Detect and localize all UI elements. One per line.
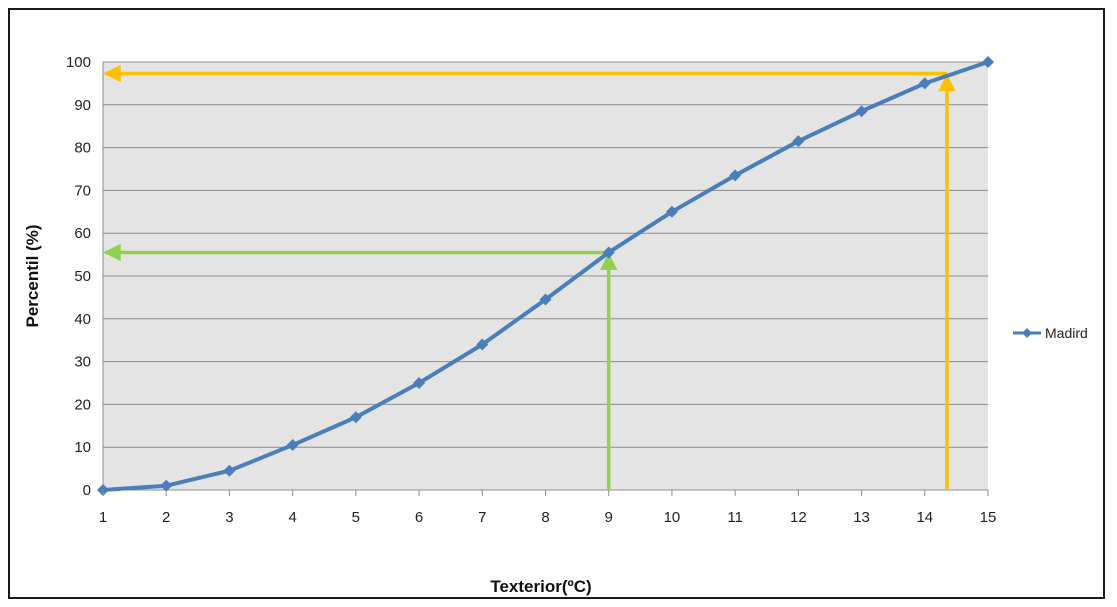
- x-tick-2: 2: [162, 509, 170, 526]
- x-tick-6: 6: [415, 509, 423, 526]
- data-point-11: [729, 169, 742, 182]
- y-tick-30: 30: [74, 354, 91, 371]
- legend-label: Madird: [1045, 325, 1088, 341]
- data-point-2: [160, 479, 173, 492]
- x-tick-15: 15: [980, 509, 997, 526]
- x-tick-4: 4: [288, 509, 296, 526]
- data-point-12: [792, 135, 805, 148]
- y-tick-90: 90: [74, 97, 91, 114]
- x-tick-5: 5: [352, 509, 360, 526]
- y-tick-labels: 0 10 20 30 40 50 60 70 80 90 100: [66, 54, 91, 499]
- data-point-15: [982, 56, 994, 68]
- data-point-14: [918, 77, 931, 90]
- y-tick-10: 10: [74, 439, 91, 456]
- data-point-10: [665, 205, 678, 218]
- x-tick-9: 9: [605, 509, 613, 526]
- legend: Madird: [1013, 325, 1088, 341]
- x-tick-1: 1: [99, 509, 107, 526]
- data-point-13: [855, 105, 868, 118]
- y-tick-50: 50: [74, 268, 91, 285]
- x-tick-14: 14: [916, 509, 933, 526]
- legend-marker: [1022, 328, 1032, 338]
- x-tick-7: 7: [478, 509, 486, 526]
- data-point-9: [602, 246, 615, 259]
- y-tick-60: 60: [74, 225, 91, 242]
- data-point-6: [413, 377, 426, 389]
- data-point-7: [476, 338, 489, 351]
- y-tick-100: 100: [66, 54, 91, 71]
- data-point-4: [286, 439, 299, 452]
- x-tick-13: 13: [853, 509, 870, 526]
- grid-lines: [102, 61, 988, 491]
- x-axis-title: Texterior(ºC): [490, 577, 591, 596]
- x-tick-11: 11: [727, 509, 743, 526]
- data-point-5: [349, 411, 362, 424]
- x-tick-10: 10: [664, 509, 681, 526]
- x-tick-3: 3: [225, 509, 233, 526]
- y-tick-0: 0: [83, 482, 91, 499]
- data-point-8: [539, 293, 552, 306]
- y-tick-80: 80: [74, 140, 91, 157]
- x-tick-12: 12: [790, 509, 807, 526]
- x-tick-8: 8: [541, 509, 549, 526]
- y-tick-40: 40: [74, 311, 91, 328]
- annotation-arrows: [103, 64, 956, 490]
- y-tick-20: 20: [74, 396, 91, 413]
- y-axis-title: Percentil (%): [23, 225, 42, 328]
- x-tick-labels: 1 2 3 4 5 6 7 8 9 10 11 12 13 14 15: [99, 490, 997, 526]
- y-tick-70: 70: [74, 182, 91, 199]
- data-point-3: [223, 464, 236, 477]
